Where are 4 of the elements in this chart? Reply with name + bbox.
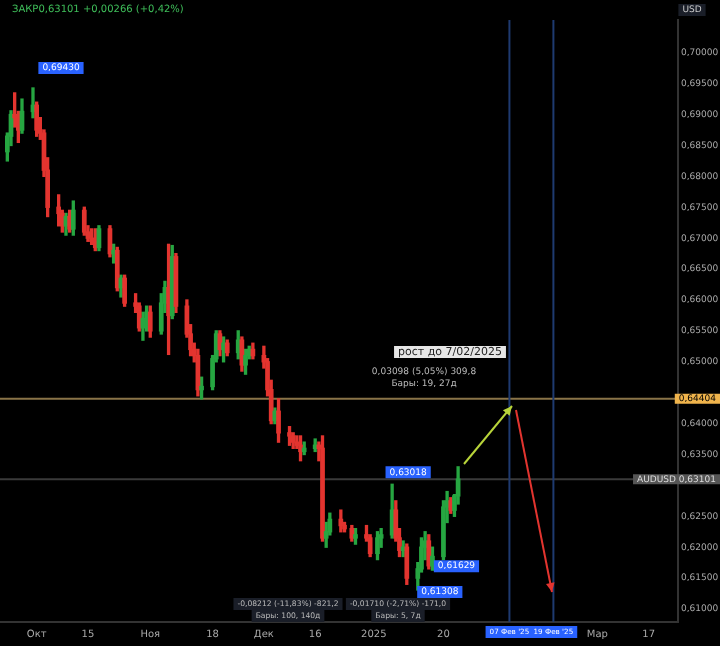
candlestick [287,426,292,446]
candlestick [375,531,380,561]
candlestick [199,376,204,400]
candlestick [353,528,358,545]
